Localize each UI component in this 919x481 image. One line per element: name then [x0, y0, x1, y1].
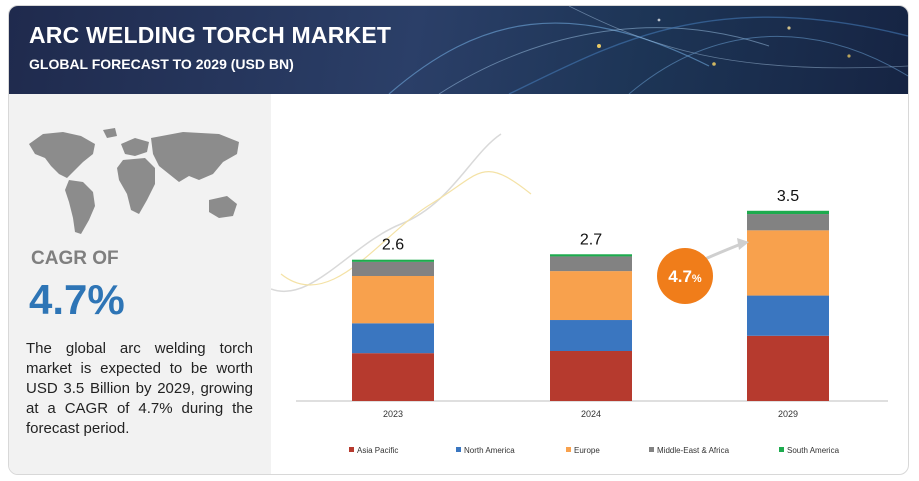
market-description: The global arc welding torch market is e… — [26, 340, 253, 437]
page-subtitle: GLOBAL FORECAST TO 2029 (USD BN) — [29, 56, 294, 72]
decorative-curve-gold — [280, 171, 532, 286]
bar-total-label-2024: 2.7 — [580, 231, 602, 248]
x-tick-label-2023: 2023 — [383, 409, 403, 419]
bar-total-label-2029: 3.5 — [777, 188, 799, 205]
decorative-curve-gray — [271, 133, 502, 292]
growth-arrow-head — [737, 238, 749, 250]
world-map-icon — [29, 128, 239, 234]
bar-segment-europe-2029 — [747, 230, 829, 296]
legend-label-asia-pacific: Asia Pacific — [357, 446, 398, 455]
legend-swatch-north-america — [456, 447, 461, 452]
bar-segment-north-america-2023 — [352, 323, 434, 354]
legend-label-south-america: South America — [787, 446, 840, 455]
x-tick-label-2024: 2024 — [581, 409, 601, 419]
stacked-bar-chart: 2.6 2023 2.7 2024 3.5 2029 4.7% Asia Pacific N… — [271, 133, 888, 455]
bar-segment-europe-2023 — [352, 276, 434, 324]
growth-badge — [657, 248, 713, 304]
bar-segment-middle-east-africa-2023 — [352, 261, 434, 276]
legend-swatch-middle-east-africa — [649, 447, 654, 452]
legend-label-north-america: North America — [464, 446, 515, 455]
bar-segment-asia-pacific-2023 — [352, 353, 434, 401]
legend-swatch-south-america — [779, 447, 784, 452]
growth-badge-label: 4.7% — [668, 267, 702, 286]
page-title: ARC WELDING TORCH MARKET — [29, 22, 392, 48]
bar-segment-south-america-2023 — [352, 259, 434, 262]
cagr-label: CAGR OF — [31, 248, 119, 269]
bar-segment-south-america-2029 — [747, 210, 829, 215]
legend-swatch-europe — [566, 447, 571, 452]
bar-segment-middle-east-africa-2024 — [550, 256, 632, 272]
infographic-card: ARC WELDING TORCH MARKET GLOBAL FORECAST… — [8, 5, 909, 475]
cagr-value: 4.7% — [29, 276, 125, 323]
bar-segment-europe-2024 — [550, 271, 632, 321]
bar-segment-asia-pacific-2024 — [550, 351, 632, 401]
bar-total-label-2023: 2.6 — [382, 237, 404, 254]
bar-segment-south-america-2024 — [550, 254, 632, 257]
bar-segment-north-america-2024 — [550, 320, 632, 351]
header-banner: ARC WELDING TORCH MARKET GLOBAL FORECAST… — [9, 6, 908, 94]
legend-label-middle-east-africa: Middle-East & Africa — [657, 446, 730, 455]
legend-swatch-asia-pacific — [349, 447, 354, 452]
bar-segment-asia-pacific-2029 — [747, 335, 829, 401]
bar-segment-middle-east-africa-2029 — [747, 214, 829, 231]
bar-segment-north-america-2029 — [747, 295, 829, 336]
banner-light-streaks — [388, 6, 908, 94]
legend-label-europe: Europe — [574, 446, 600, 455]
summary-panel: CAGR OF 4.7% The global arc welding torc… — [9, 94, 271, 474]
x-tick-label-2029: 2029 — [778, 409, 798, 419]
